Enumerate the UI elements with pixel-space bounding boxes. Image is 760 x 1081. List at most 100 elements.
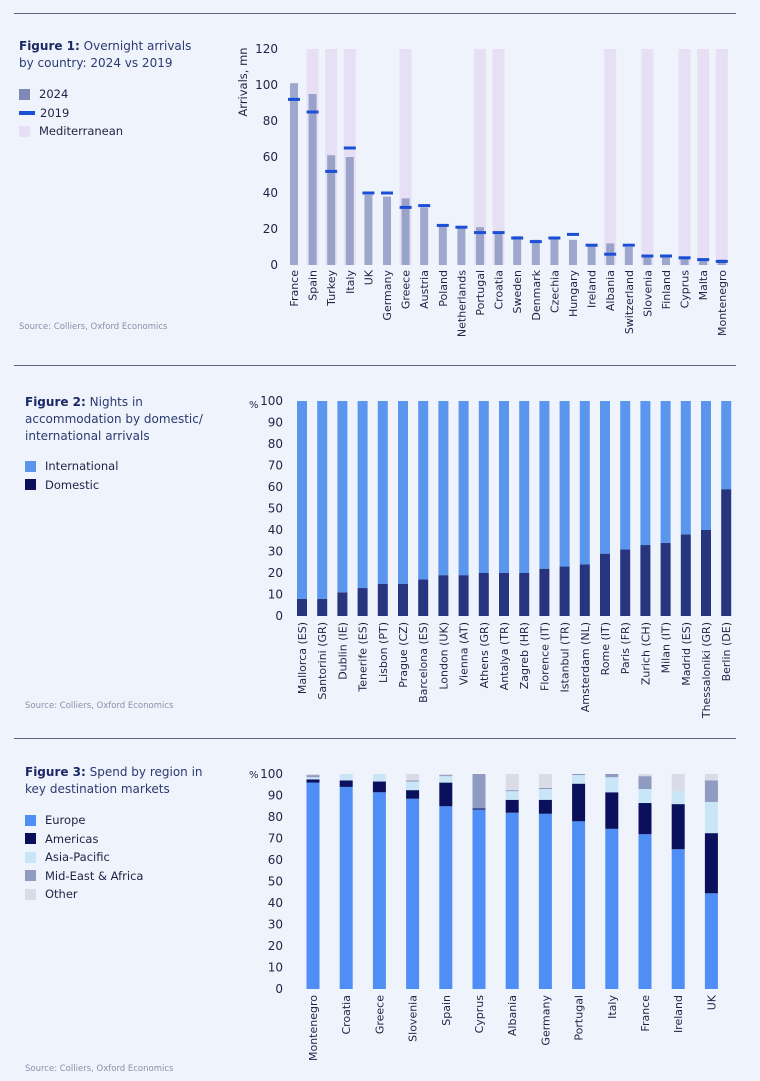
bar-international: [721, 401, 732, 490]
bar-europe: [406, 798, 420, 989]
legend-label: Mediterranean: [39, 124, 124, 139]
figure2-label: Figure 2:: [25, 395, 86, 409]
x-tick-label: Istanbul (TR): [559, 622, 572, 692]
bar-2024: [569, 239, 577, 265]
legend-item-2019: 2019: [19, 104, 123, 123]
legend-swatch: [25, 833, 36, 845]
legend-label: Mid-East & Africa: [45, 868, 144, 883]
legend-item-international: International: [25, 457, 118, 476]
bar-americas: [339, 780, 353, 787]
y-tick-label: 70: [268, 832, 283, 846]
x-tick-label: France: [288, 270, 301, 307]
x-tick-label: Tenerife (ES): [357, 622, 370, 693]
figure2-source: Source: Colliers, Oxford Economics: [25, 701, 174, 711]
bar-mideast-africa: [605, 774, 619, 778]
x-tick-label: Albania: [506, 995, 519, 1036]
marker-2019: [622, 243, 635, 247]
marker-2019: [288, 97, 300, 101]
marker-2019: [399, 205, 412, 209]
bar-2024: [643, 256, 652, 265]
marker-2019: [567, 232, 579, 236]
bar-international: [701, 401, 711, 530]
legend-label: Asia-Pacific: [45, 850, 110, 865]
bar-europe: [605, 828, 619, 989]
bar-mideast-africa: [704, 780, 718, 802]
x-tick-label: Ireland: [586, 270, 599, 308]
y-tick-label: 60: [268, 853, 283, 867]
marker-2019: [715, 259, 728, 263]
bar-other: [406, 774, 420, 781]
x-tick-label: Vienna (AT): [458, 622, 471, 685]
y-axis-label: Arrivals, mn: [236, 47, 250, 116]
legend-label: Europe: [45, 813, 86, 828]
bar-europe: [339, 786, 353, 989]
x-tick-label: Antalya (TR): [498, 622, 511, 690]
x-tick-label: UK: [362, 269, 375, 285]
bar-international: [640, 401, 651, 546]
x-tick-label: Slovenia: [407, 995, 420, 1042]
legend-item-mideast-africa: Mid-East & Africa: [25, 867, 143, 886]
figure1-source: Source: Colliers, Oxford Economics: [19, 322, 168, 332]
x-tick-label: Spain: [440, 995, 453, 1026]
figure1-title: Figure 1: Overnight arrivals by country:…: [19, 38, 209, 72]
bar-domestic: [680, 534, 691, 616]
x-tick-label: Prague (CZ): [397, 622, 410, 688]
legend-item-other: Other: [25, 885, 143, 904]
bar-domestic: [418, 579, 429, 616]
x-tick-label: Milan (IT): [660, 622, 673, 673]
x-tick-label: Zagreb (HR): [518, 622, 531, 689]
figure1-title-text: Overnight arrivals by country: 2024 vs 2…: [19, 39, 192, 70]
x-tick-label: Croatia: [340, 995, 353, 1035]
bar-international: [478, 401, 489, 573]
bar-americas: [638, 803, 652, 835]
x-tick-label: Czechia: [548, 270, 561, 313]
bar-europe: [439, 806, 453, 989]
x-tick-label: Cyprus: [473, 995, 486, 1034]
bar-domestic: [701, 530, 711, 616]
y-tick-label: 0: [270, 258, 278, 272]
bar-domestic: [559, 566, 570, 616]
bar-international: [418, 401, 429, 580]
x-tick-label: Santorini (GR): [316, 622, 329, 700]
marker-2019: [343, 146, 356, 150]
bar-2024: [438, 225, 447, 265]
x-tick-label: London (UK): [437, 622, 450, 690]
bar-asia-pacific: [638, 789, 652, 804]
x-tick-label: Germany: [381, 270, 394, 321]
x-tick-label: Slovenia: [641, 270, 654, 317]
bar-2024: [327, 155, 336, 265]
mediterranean-band: [492, 49, 505, 265]
bar-international: [297, 401, 307, 599]
y-tick-label: 50: [268, 502, 283, 516]
x-tick-label: Poland: [437, 270, 450, 307]
bar-2024: [383, 196, 391, 265]
bar-2024: [680, 257, 689, 265]
marker-2019: [436, 223, 449, 227]
x-tick-label: Athens (GR): [478, 622, 491, 688]
y-tick-label: 100: [260, 394, 283, 408]
bar-2024: [476, 227, 484, 265]
marker-2019: [641, 254, 654, 258]
x-tick-label: Spain: [307, 270, 320, 301]
mediterranean-band: [678, 49, 691, 265]
legend-swatch: [25, 479, 36, 491]
bar-other: [439, 774, 453, 776]
x-tick-label: Ireland: [672, 995, 685, 1033]
x-tick-label: Turkey: [325, 270, 338, 307]
bar-domestic: [519, 573, 530, 616]
legend-swatch: [25, 888, 36, 900]
bar-mideast-africa: [638, 776, 652, 790]
bar-2024: [662, 256, 670, 265]
bar-americas: [572, 783, 586, 822]
marker-2019: [529, 240, 542, 244]
marker-2019: [678, 256, 691, 260]
x-tick-label: Cyprus: [679, 270, 692, 309]
marker-2019: [492, 231, 505, 235]
figure3-title-text: Spend by region in key destination marke…: [25, 765, 203, 796]
x-tick-label: Sweden: [511, 270, 524, 313]
bar-europe: [372, 792, 386, 989]
bar-domestic: [337, 592, 348, 616]
x-tick-label: Netherlands: [455, 270, 468, 337]
x-tick-label: Albania: [604, 270, 617, 311]
